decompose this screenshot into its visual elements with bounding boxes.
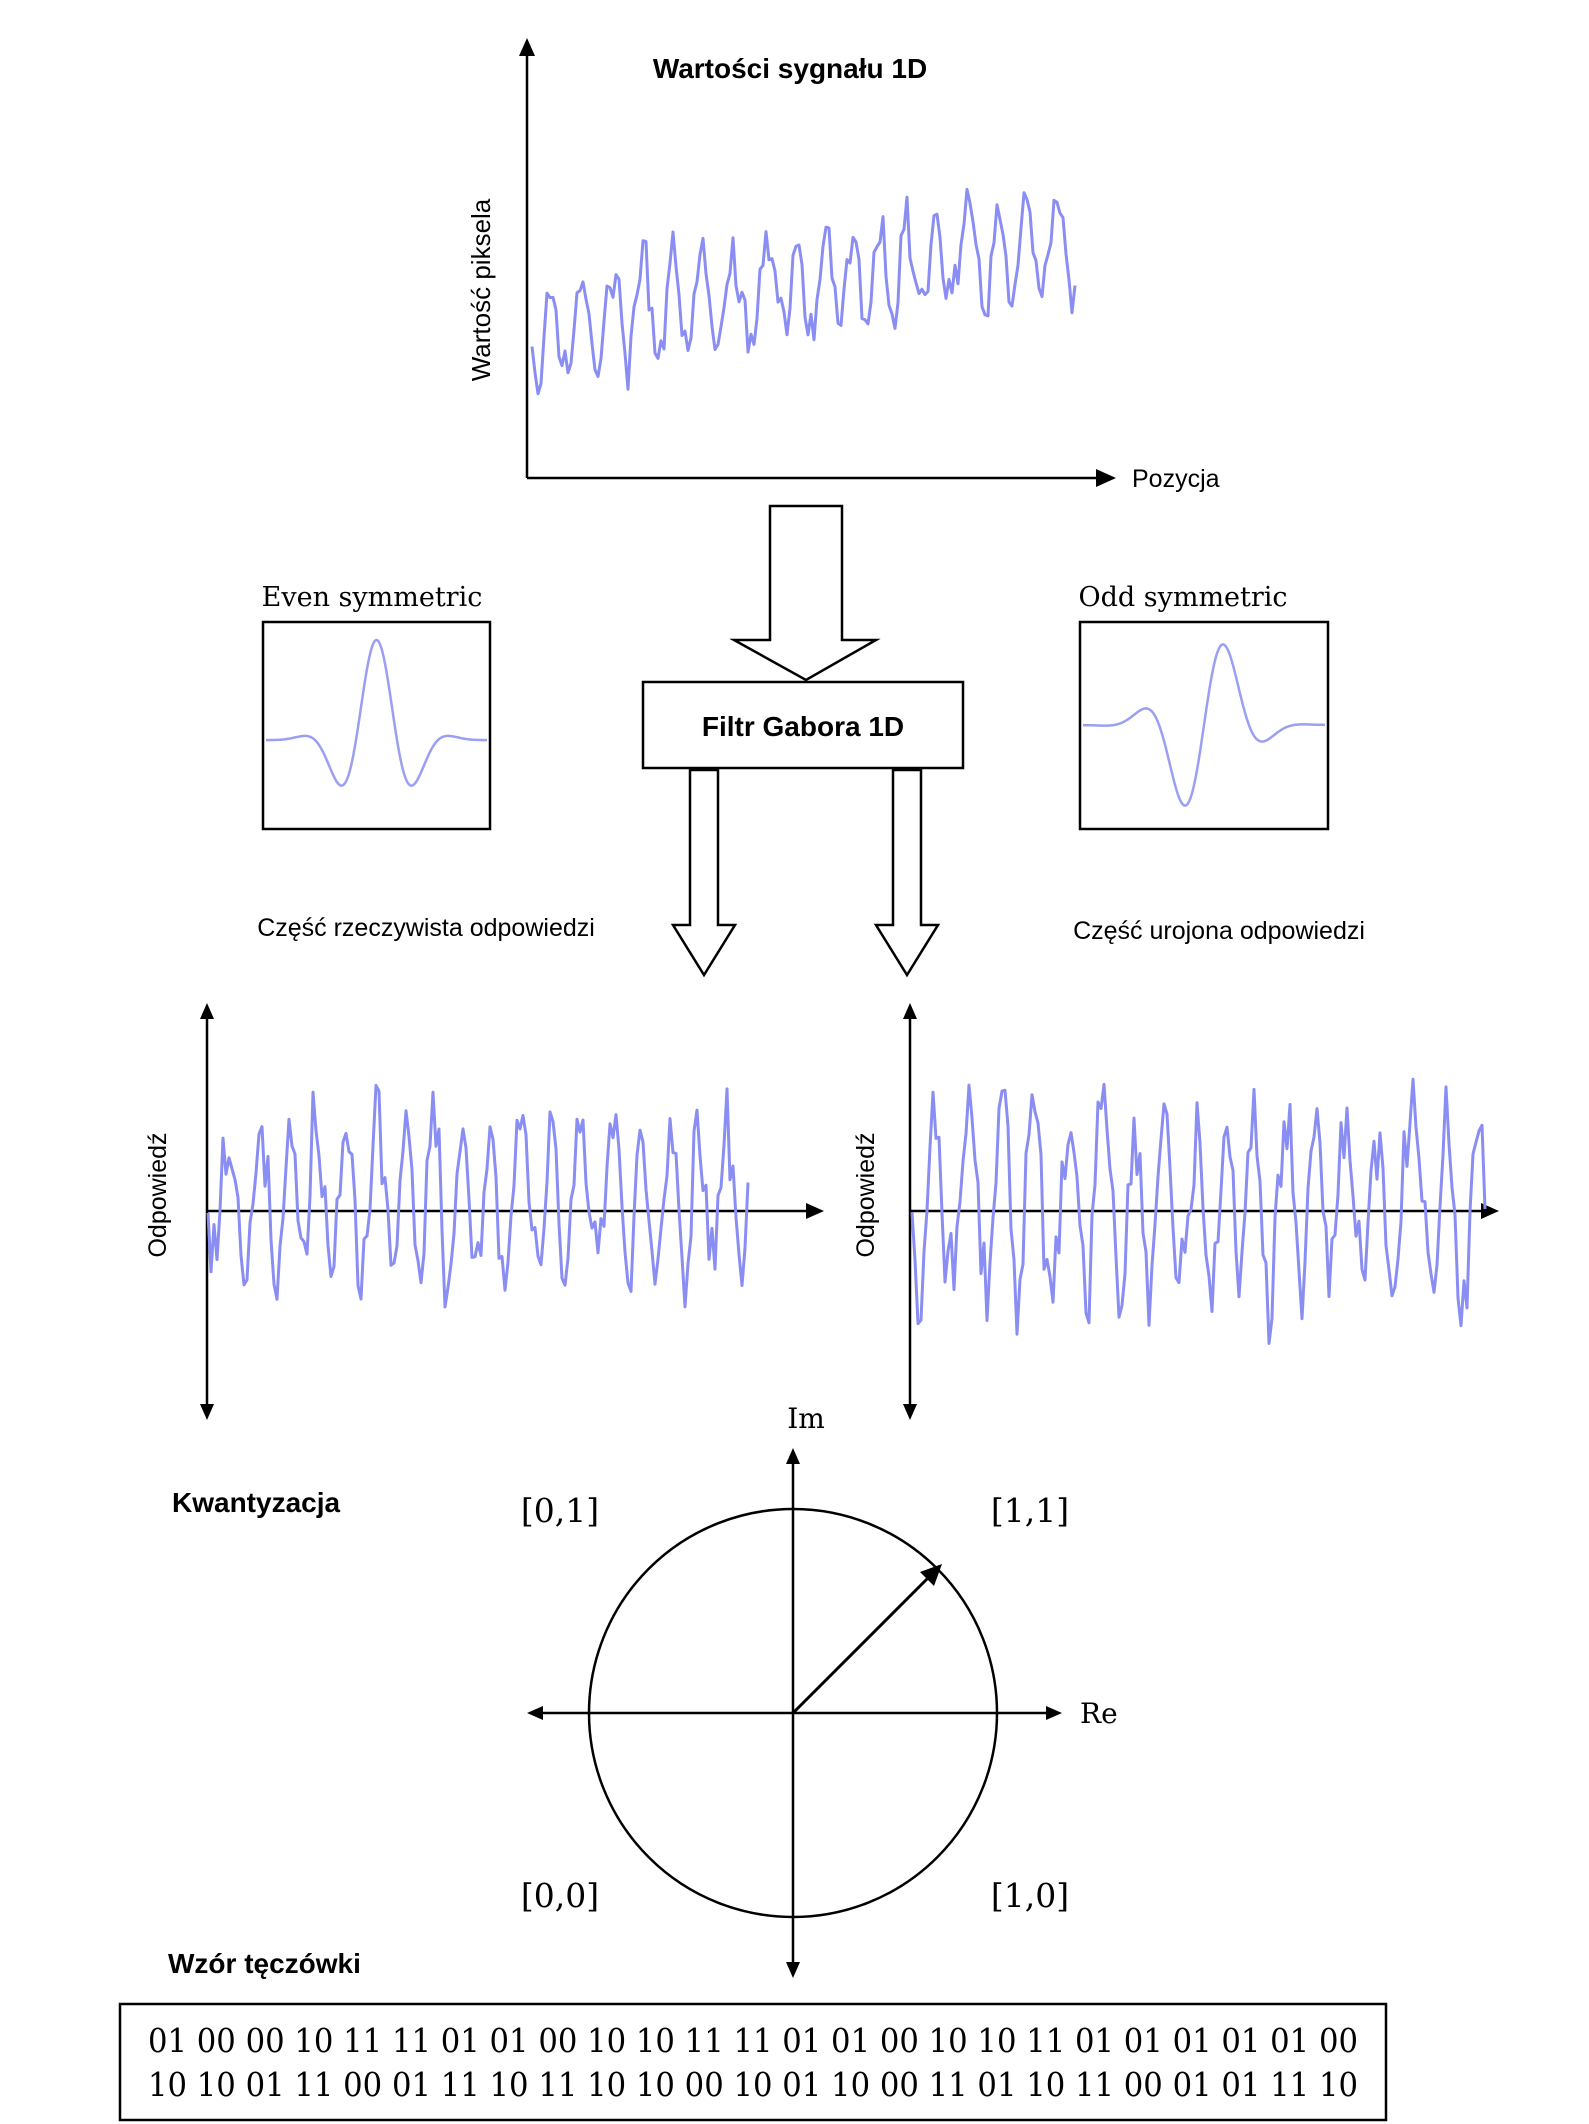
gabor-filter-label: Filtr Gabora 1D	[702, 711, 904, 742]
imag-y-arrow-down	[903, 1404, 917, 1420]
real-response-ylabel: Odpowiedź	[144, 1132, 172, 1257]
gabor-filter-box	[641, 680, 965, 770]
imag-y-arrow-up	[903, 1003, 917, 1019]
arrow-to-imag-part	[873, 768, 941, 978]
quadrant-11-label: [1,1]	[991, 1491, 1069, 1530]
real-response-waveform	[206, 1083, 750, 1309]
signal-waveform	[530, 187, 1077, 396]
iris-code-row-2: 10 10 01 11 00 01 11 10 11 10 10 00 10 0…	[148, 2065, 1358, 2104]
signal-plot-ylabel: Wartość piksela	[466, 198, 496, 381]
im-arrow-up	[786, 1448, 800, 1464]
phase-quantization-diagram: Im Re [0,1] [1,1] [0,0] [1,0]	[521, 1402, 1118, 1978]
iris-code-box	[118, 2002, 1388, 2122]
real-response-title: Część rzeczywista odpowiedzi	[257, 914, 595, 942]
quantization-title: Kwantyzacja	[172, 1487, 340, 1518]
re-arrow-left	[527, 1706, 543, 1720]
down-arrow-to-filter	[729, 504, 881, 682]
real-y-arrow-down	[200, 1404, 214, 1420]
iris-code-row-1: 01 00 00 10 11 11 01 01 00 10 10 11 11 0…	[148, 2021, 1358, 2060]
imag-response-waveform	[910, 1077, 1487, 1345]
signal-plot-title: Wartości sygnału 1D	[653, 53, 927, 84]
real-response-plot: Odpowiedź	[144, 1003, 824, 1420]
signal-x-arrow	[1096, 469, 1116, 487]
im-label: Im	[787, 1402, 825, 1435]
odd-symmetric-wavelet	[1083, 643, 1325, 807]
signal-plot-xlabel: Pozycja	[1132, 465, 1220, 493]
even-symmetric-label: Even symmetric	[262, 582, 483, 613]
re-label: Re	[1080, 1697, 1118, 1730]
imag-response-title: Część urojona odpowiedzi	[1073, 917, 1365, 945]
quadrant-01-label: [0,1]	[521, 1491, 599, 1530]
odd-symmetric-label: Odd symmetric	[1078, 582, 1287, 613]
phasor-line	[791, 1574, 932, 1715]
im-arrow-down	[786, 1962, 800, 1978]
re-arrow-right	[1046, 1706, 1062, 1720]
arrow-to-real-part	[670, 768, 738, 978]
imag-response-ylabel: Odpowiedź	[852, 1132, 880, 1257]
quadrant-00-label: [0,0]	[521, 1876, 599, 1915]
even-symmetric-box	[261, 620, 492, 831]
imag-response-plot: Odpowiedź	[852, 1003, 1499, 1420]
even-symmetric-wavelet	[266, 638, 487, 787]
real-y-arrow-up	[200, 1003, 214, 1019]
real-x-arrow	[806, 1203, 824, 1219]
phasor-arrow-icon	[920, 1564, 942, 1586]
iris-code-title: Wzór tęczówki	[168, 1948, 361, 1979]
signal-plot: Wartości sygnału 1D Wartość piksela Pozy…	[466, 38, 1220, 493]
signal-y-arrow	[519, 38, 535, 56]
quadrant-10-label: [1,0]	[991, 1876, 1069, 1915]
